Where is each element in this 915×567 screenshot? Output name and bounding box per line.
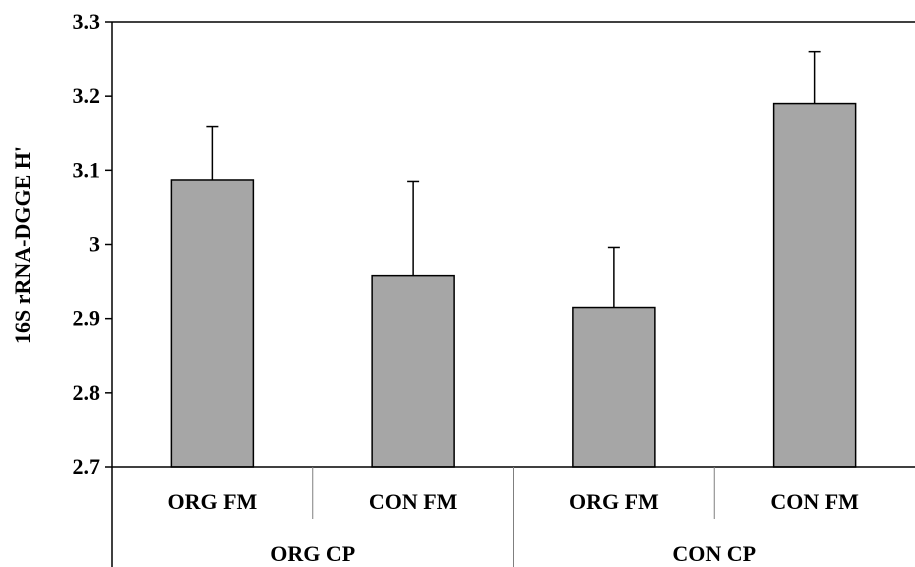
x-category-label: ORG FM (569, 489, 659, 514)
y-tick-label: 2.8 (73, 380, 101, 405)
y-tick-label: 3.2 (73, 83, 101, 108)
y-tick-label: 3.1 (73, 157, 101, 182)
y-axis-title: 16S rRNA-DGGE H' (10, 146, 35, 344)
y-tick-label: 3 (89, 232, 100, 257)
y-axis-title-group: 16S rRNA-DGGE H' (10, 146, 35, 344)
y-axis-ticks: 2.7 2.8 2.9 3 3.1 3.2 3.3 (73, 9, 112, 479)
y-tick-label: 2.7 (73, 454, 101, 479)
x-category-label: ORG FM (167, 489, 257, 514)
error-bars (206, 50, 821, 308)
y-tick-label: 2.9 (73, 306, 101, 331)
x-category-label: CON FM (770, 489, 859, 514)
x-group-label: CON CP (672, 541, 756, 566)
group-labels: ORG CP CON CP (270, 541, 756, 566)
y-tick-label: 3.3 (73, 9, 101, 34)
bars (170, 102, 857, 468)
category-labels: ORG FM CON FM ORG FM CON FM (167, 489, 859, 514)
bar (371, 274, 455, 468)
x-group-label: ORG CP (270, 541, 355, 566)
bar (772, 102, 857, 468)
bar (170, 179, 255, 468)
axes (111, 21, 915, 567)
x-category-label: CON FM (369, 489, 458, 514)
bar (572, 306, 656, 468)
